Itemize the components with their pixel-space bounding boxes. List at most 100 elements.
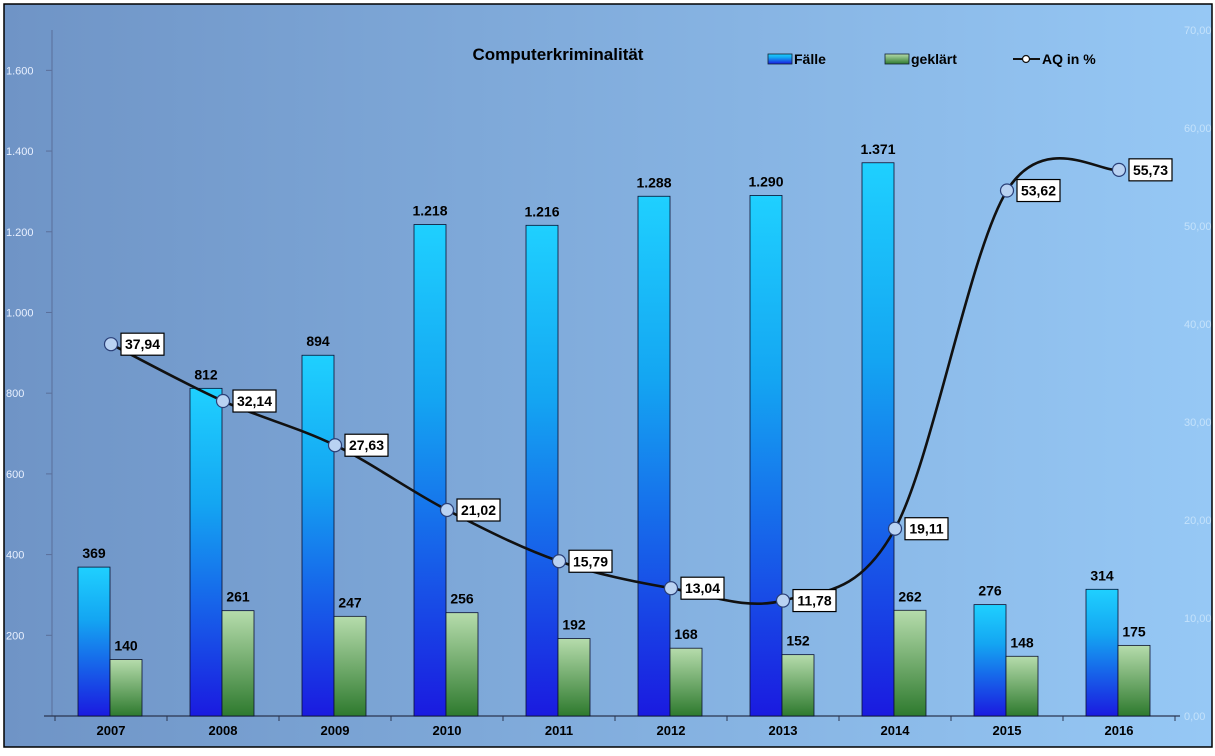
legend-label-geklaert: geklärt — [911, 51, 957, 67]
aq-label: 11,78 — [797, 593, 831, 609]
bar-geklaert — [1005, 655, 1039, 717]
x-tick-label: 2008 — [209, 723, 238, 738]
aq-label-box — [120, 332, 165, 356]
aq-label: 15,79 — [573, 553, 608, 569]
bar-geklaert — [1117, 644, 1151, 717]
left-tick-label: 1.000 — [6, 307, 34, 319]
aq-point — [215, 393, 231, 409]
bar-faelle — [973, 604, 1007, 717]
left-tick-label: 1.200 — [6, 227, 34, 239]
x-tick-label: 2012 — [657, 723, 686, 738]
bar-geklaert — [669, 647, 703, 717]
left-tick-label: 600 — [6, 469, 24, 481]
aq-point — [327, 438, 343, 453]
aq-label-box — [680, 576, 725, 600]
bar-faelle — [861, 162, 895, 717]
right-tick-label: 30,00 — [1184, 417, 1212, 429]
bar-faelle-label: 1.371 — [860, 141, 895, 157]
aq-label: 37,94 — [125, 336, 160, 352]
aq-label-box — [456, 498, 501, 522]
bar-faelle — [749, 195, 783, 717]
x-tick-label: 2016 — [1105, 723, 1134, 738]
aq-label: 32,14 — [237, 393, 272, 409]
aq-point — [999, 183, 1015, 198]
right-tick-label: 10,00 — [1184, 613, 1212, 625]
right-tick-label: 70,00 — [1184, 25, 1212, 37]
bar-geklaert — [221, 610, 255, 717]
bar-faelle-label: 369 — [82, 545, 106, 561]
legend-label-faelle: Fälle — [794, 51, 826, 67]
bar-faelle-label: 1.288 — [636, 174, 671, 190]
left-tick-label: 800 — [6, 388, 24, 400]
right-tick-label: 60,00 — [1184, 123, 1212, 135]
aq-point — [663, 581, 679, 596]
aq-label: 19,11 — [909, 521, 943, 537]
bar-faelle — [189, 387, 223, 717]
bar-geklaert-label: 247 — [338, 594, 362, 610]
legend-marker-aq — [1021, 54, 1031, 64]
x-tick-label: 2011 — [545, 723, 573, 738]
legend-item-faelle: Fälle — [767, 51, 826, 67]
aq-label-box — [232, 389, 277, 413]
bar-faelle — [413, 224, 447, 717]
aq-label-box — [568, 549, 613, 573]
bar-geklaert — [557, 638, 591, 717]
aq-point — [1111, 162, 1127, 177]
bar-geklaert — [445, 612, 479, 717]
x-tick-label: 2007 — [97, 723, 126, 738]
aq-label-box — [1016, 178, 1061, 203]
aq-label: 53,62 — [1021, 183, 1056, 199]
bar-faelle-label: 314 — [1090, 567, 1114, 583]
right-tick-label: 0,00 — [1184, 711, 1205, 723]
bar-geklaert-label: 152 — [786, 633, 810, 649]
bar-geklaert-label: 192 — [562, 617, 586, 633]
bar-faelle — [1085, 588, 1119, 717]
bar-faelle-label: 1.216 — [524, 203, 559, 219]
line-layer: 37,94 32,14 27,63 21,02 15,79 13,04 11,78 19,11… — [103, 157, 1173, 613]
aq-point — [775, 593, 791, 608]
x-tick-label: 2010 — [433, 723, 462, 738]
aq-point — [551, 554, 567, 569]
x-tick-label: 2013 — [769, 723, 798, 738]
bar-geklaert — [109, 659, 143, 717]
aq-label: 55,73 — [1133, 162, 1168, 178]
bar-geklaert-label: 262 — [898, 588, 922, 604]
right-tick-label: 20,00 — [1184, 515, 1212, 527]
bar-faelle-label: 276 — [978, 583, 1002, 599]
right-tick-label: 50,00 — [1184, 221, 1212, 233]
bar-faelle — [525, 224, 559, 717]
bar-geklaert-label: 140 — [114, 638, 138, 654]
bar-geklaert — [781, 654, 815, 717]
bar-faelle-label: 1.218 — [412, 203, 447, 219]
left-tick-label: 200 — [6, 630, 24, 642]
aq-label-box — [1128, 158, 1173, 182]
left-tick-label: 1.400 — [6, 146, 34, 158]
legend: Fälle geklärt AQ in % — [767, 51, 1096, 67]
bar-geklaert-label: 168 — [674, 626, 698, 642]
aq-point — [103, 337, 119, 352]
bar-faelle — [77, 566, 111, 717]
aq-label-box — [344, 433, 389, 457]
bar-faelle — [301, 354, 335, 717]
bar-geklaert-label: 261 — [226, 589, 250, 605]
x-tick-label: 2015 — [993, 723, 1022, 738]
x-axis-ticks: 2007 2008 2009 2010 2011 2012 2013 2014 2015 2016 — [54, 716, 1176, 738]
left-tick-label: 400 — [6, 550, 24, 562]
bar-faelle — [637, 195, 671, 717]
aq-label: 27,63 — [349, 437, 384, 453]
chart-title: Computerkriminalität — [473, 45, 644, 64]
bar-faelle-label: 894 — [306, 333, 330, 349]
right-axis-ticks: 0,00 10,00 20,00 30,00 40,00 50,00 60,00 70,00 — [1184, 25, 1212, 723]
bar-geklaert-label: 175 — [1122, 623, 1146, 639]
aq-label: 13,04 — [685, 580, 720, 596]
bar-faelle-label: 812 — [194, 366, 218, 382]
bar-geklaert — [893, 609, 927, 717]
aq-point — [887, 521, 903, 536]
bar-geklaert-label: 148 — [1010, 634, 1034, 650]
x-tick-label: 2009 — [321, 723, 350, 738]
legend-swatch-geklaert — [884, 53, 910, 65]
x-tick-label: 2014 — [881, 723, 911, 738]
aq-label-box — [904, 517, 949, 541]
